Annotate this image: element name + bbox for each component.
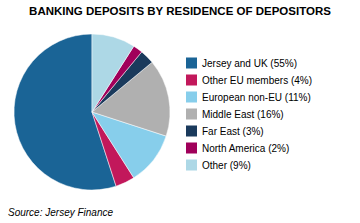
legend-label: Middle East (16%): [202, 109, 284, 120]
pie: [14, 34, 170, 190]
legend-swatch: [186, 126, 197, 137]
legend: Jersey and UK (55%) Other EU members (4%)…: [186, 58, 312, 172]
legend-swatch: [186, 58, 197, 69]
legend-label: Jersey and UK (55%): [202, 58, 297, 69]
legend-swatch: [186, 160, 197, 171]
title: BANKING DEPOSITS BY RESIDENCE OF DEPOSIT…: [29, 5, 331, 17]
pie-slice: [92, 34, 134, 112]
legend-swatch: [186, 92, 197, 103]
legend-swatch: [186, 109, 197, 120]
legend-label: Other (9%): [202, 160, 251, 171]
source-note: Source: Jersey Finance: [8, 207, 113, 218]
legend-label: European non-EU (11%): [202, 92, 311, 103]
chart: BANKING DEPOSITS BY RESIDENCE OF DEPOSIT…: [0, 0, 360, 223]
background: [0, 0, 360, 223]
legend-label: Other EU members (4%): [202, 75, 312, 86]
legend-swatch: [186, 143, 197, 154]
legend-label: Far East (3%): [202, 126, 264, 137]
legend-label: North America (2%): [202, 143, 289, 154]
legend-swatch: [186, 75, 197, 86]
